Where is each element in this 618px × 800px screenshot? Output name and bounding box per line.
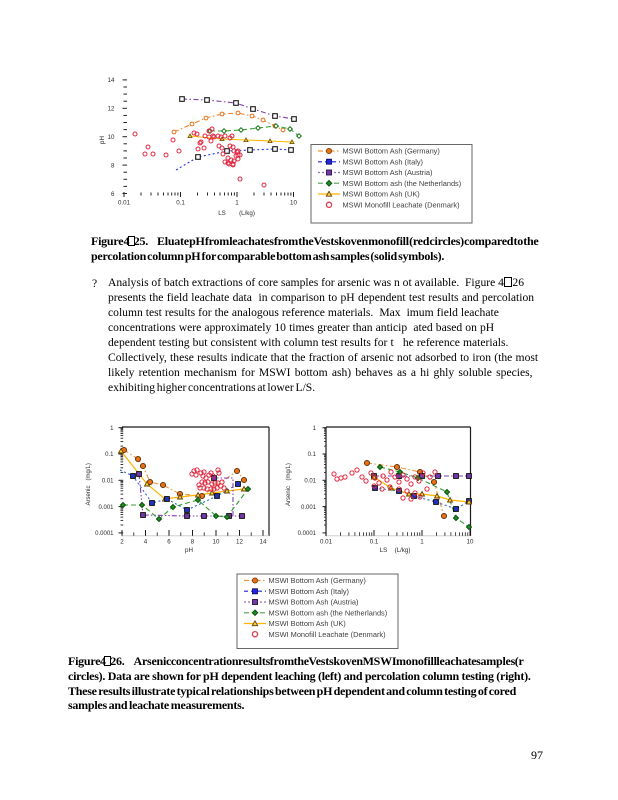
svg-text:pH: pH <box>185 547 193 554</box>
svg-text:MSWI Bottom Ash (Austria): MSWI Bottom Ash (Austria) <box>343 168 433 177</box>
svg-text:1: 1 <box>420 539 424 546</box>
svg-text:0.1: 0.1 <box>176 200 185 207</box>
svg-text:MSWI Bottom Ash (Germany): MSWI Bottom Ash (Germany) <box>269 576 366 585</box>
svg-text:0.001: 0.001 <box>301 505 317 511</box>
svg-text:10: 10 <box>108 134 115 141</box>
svg-text:0.01: 0.01 <box>304 479 316 485</box>
svg-text:MSWI Bottom ash (the Netherlan: MSWI Bottom ash (the Netherlands) <box>269 608 388 617</box>
svg-text:0.1: 0.1 <box>370 539 379 546</box>
svg-text:(mg/L): (mg/L) <box>286 463 292 480</box>
svg-text:(L/kg): (L/kg) <box>395 547 411 554</box>
svg-text:0.0001: 0.0001 <box>298 531 317 537</box>
svg-text:MSWI Bottom ash (the Netherlan: MSWI Bottom ash (the Netherlands) <box>343 179 462 188</box>
svg-text:MSWI Bottom Ash (Italy): MSWI Bottom Ash (Italy) <box>343 157 424 166</box>
svg-text:pH: pH <box>99 136 106 144</box>
svg-text:10: 10 <box>213 539 220 546</box>
svg-text:10: 10 <box>290 200 297 207</box>
svg-text:1: 1 <box>235 200 239 207</box>
svg-text:14: 14 <box>108 77 115 84</box>
svg-text:10: 10 <box>467 539 474 546</box>
svg-text:0.01: 0.01 <box>320 539 333 546</box>
svg-text:0.01: 0.01 <box>118 200 131 207</box>
svg-text:12: 12 <box>236 539 243 546</box>
svg-text:0.001: 0.001 <box>98 505 114 511</box>
svg-text:2: 2 <box>120 539 124 546</box>
svg-text:MSWI Monofill Leachate (Denmar: MSWI Monofill Leachate (Denmark) <box>343 200 460 209</box>
svg-text:MSWI Bottom Ash (UK): MSWI Bottom Ash (UK) <box>343 190 420 199</box>
svg-text:MSWI Bottom Ash (UK): MSWI Bottom Ash (UK) <box>269 619 346 628</box>
svg-text:0.0001: 0.0001 <box>95 531 114 537</box>
svg-text:LS: LS <box>218 210 226 217</box>
svg-text:1: 1 <box>313 426 317 432</box>
svg-text:LS: LS <box>380 547 388 554</box>
svg-text:12: 12 <box>108 106 115 113</box>
svg-text:0.1: 0.1 <box>105 452 114 458</box>
svg-text:MSWI Bottom Ash (Italy): MSWI Bottom Ash (Italy) <box>269 587 350 596</box>
svg-text:(L/kg): (L/kg) <box>239 210 255 217</box>
svg-text:4: 4 <box>144 539 148 546</box>
svg-text:6: 6 <box>167 539 171 546</box>
svg-text:Arsenic: Arsenic <box>86 485 92 505</box>
svg-text:MSWI Monofill Leachate (Denmar: MSWI Monofill Leachate (Denmark) <box>269 630 386 639</box>
svg-text:8: 8 <box>111 162 115 169</box>
svg-text:MSWI Bottom Ash (Austria): MSWI Bottom Ash (Austria) <box>269 598 359 607</box>
svg-text:1: 1 <box>110 426 114 432</box>
svg-text:0.1: 0.1 <box>308 452 317 458</box>
svg-text:(mg/L): (mg/L) <box>86 463 92 480</box>
svg-text:8: 8 <box>191 539 195 546</box>
svg-text:6: 6 <box>111 191 115 198</box>
svg-text:14: 14 <box>260 539 267 546</box>
svg-text:Arsenic: Arsenic <box>286 486 292 506</box>
svg-text:MSWI Bottom Ash (Germany): MSWI Bottom Ash (Germany) <box>343 147 440 156</box>
svg-text:0.01: 0.01 <box>102 479 114 485</box>
